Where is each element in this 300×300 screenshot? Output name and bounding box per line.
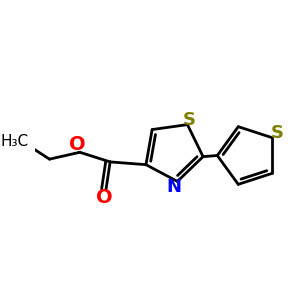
Text: O: O: [96, 188, 113, 207]
Text: S: S: [271, 124, 284, 142]
Text: N: N: [167, 178, 182, 196]
Text: S: S: [183, 111, 196, 129]
Text: H₃C: H₃C: [0, 134, 28, 149]
Text: O: O: [69, 135, 86, 154]
